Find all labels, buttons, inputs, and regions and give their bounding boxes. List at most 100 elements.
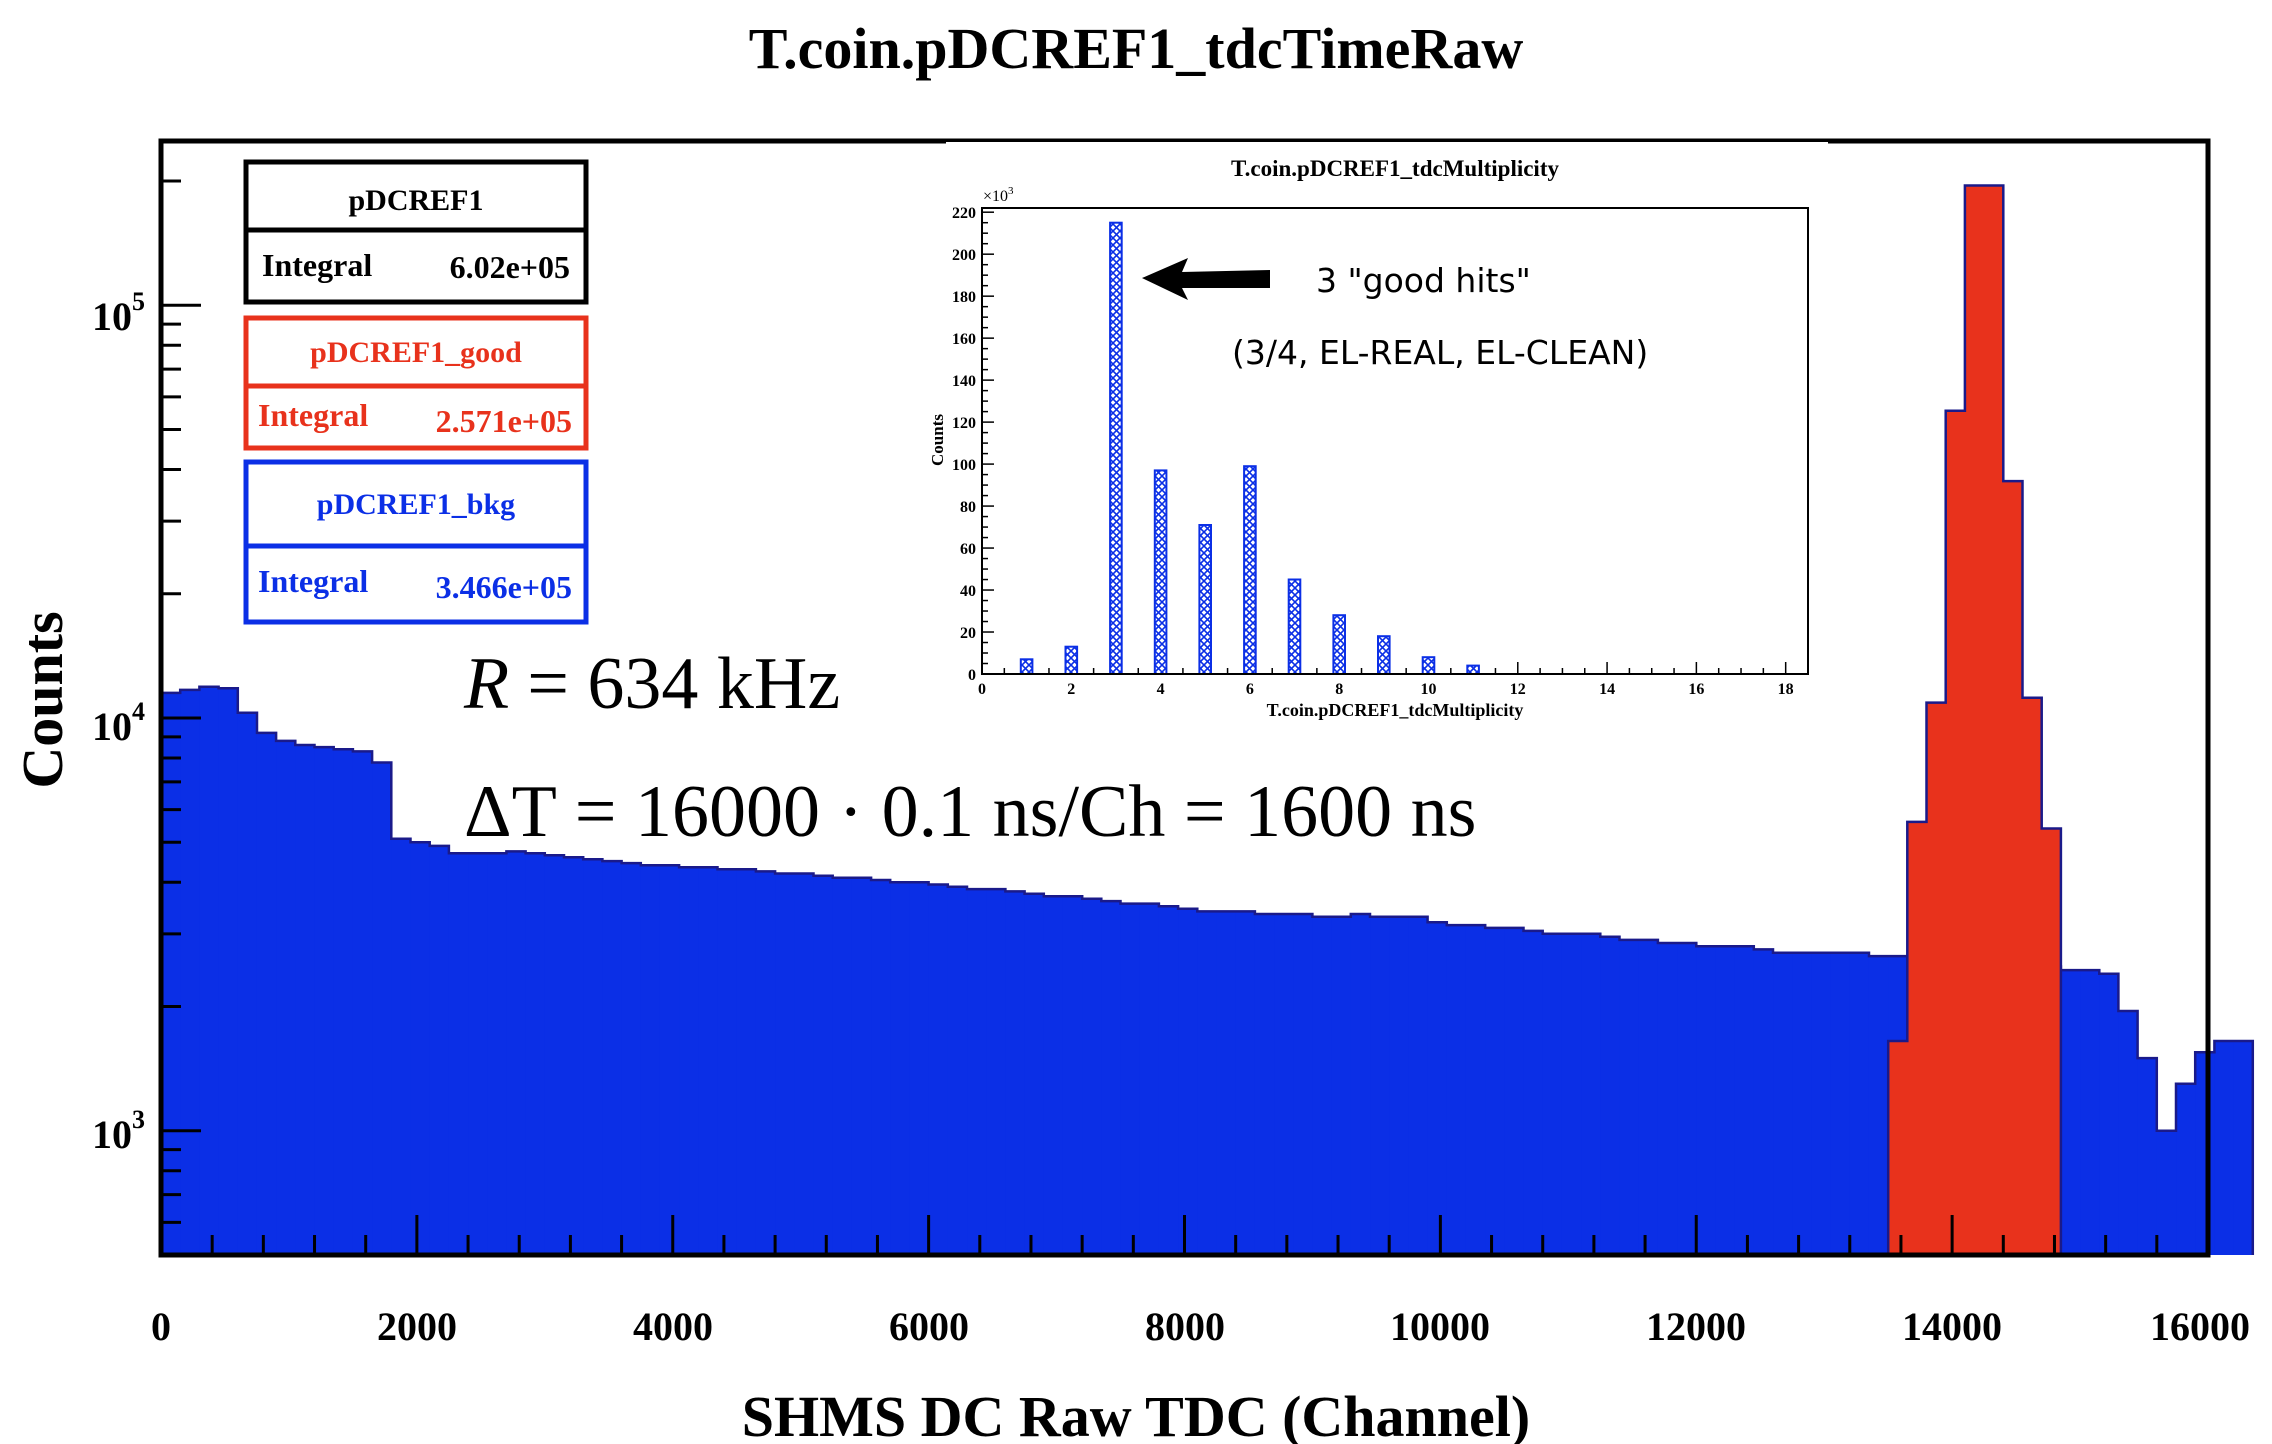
histogram-bar-pDCREF1_bkg [1446,925,1467,1255]
histogram-bar-pDCREF1_bkg [871,880,891,1255]
histogram-bar-pDCREF1_bkg [1868,956,1889,1255]
histogram-bar-pDCREF1_bkg [218,688,239,1255]
histogram-bar-pDCREF1_good [2022,697,2043,1255]
histogram-bar-pDCREF1_bkg [256,732,277,1255]
legend: pDCREF1 Integral 6.02e+05 pDCREF1_good I… [243,159,589,625]
histogram-bar-pDCREF1_bkg [1082,898,1102,1255]
histogram-bar-pDCREF1_bkg [986,889,1006,1255]
y-tick-label-1e5: 105 [92,287,145,339]
histogram-bar-pDCREF1_bkg [391,838,412,1255]
inset-title: T.coin.pDCREF1_tdcMultiplicity [1231,156,1559,181]
histogram-bar-pDCREF1_bkg [352,751,373,1255]
time-window-annotation: ΔT = 16000 · 0.1 ns/Ch = 1600 ns [464,771,1476,853]
histogram-bar-pDCREF1_bkg [333,749,354,1255]
x-tick-label: 2000 [377,1304,457,1349]
inset-y-tick-label: 40 [960,583,976,600]
inset-chart: T.coin.pDCREF1_tdcMultiplicity ×103 Coun… [928,142,1828,720]
histogram-bar-pDCREF1_bkg [1542,933,1563,1255]
histogram-bar-pDCREF1_bkg [1657,943,1678,1255]
histogram-bar-pDCREF1_bkg [1638,939,1659,1255]
inset-bar [1019,658,1034,675]
histogram-bar-pDCREF1_bkg [1274,914,1294,1255]
histogram-bar-pDCREF1_bkg [679,867,699,1255]
histogram-bar-pDCREF1_bkg [1350,914,1371,1255]
inset-x-axis-title: T.coin.pDCREF1_tdcMultiplicity [1267,700,1524,720]
inset-x-tick-labels: 0 2 4 6 8 10 12 14 16 18 [978,681,1794,698]
x-tick-label: 4000 [633,1304,713,1349]
histogram-bar-pDCREF1_bkg [909,882,930,1255]
histogram-bar-pDCREF1_bkg [2060,970,2081,1255]
inset-x-tick-label: 18 [1778,681,1794,698]
histogram-bar-pDCREF1_bkg [698,867,719,1255]
histogram-bar-pDCREF1_bkg [1427,922,1448,1255]
histogram-bar-pDCREF1_bkg [1561,933,1582,1255]
inset-y-tick-label: 0 [968,667,976,684]
histogram-bar-pDCREF1_bkg [583,859,603,1255]
histogram-bar-pDCREF1_bkg [1158,906,1179,1255]
inset-y-tick-label: 180 [952,289,976,306]
main-x-tick-labels: 0 2000 4000 6000 8000 10000 12000 14000 … [151,1304,2250,1349]
histogram-bar-pDCREF1_bkg [1197,911,1218,1255]
inset-bar [1153,469,1168,675]
histogram-bar-pDCREF1_bkg [237,712,258,1255]
legend-integral-label: Integral [262,247,372,283]
histogram-bar-pDCREF1_bkg [1024,893,1045,1255]
histogram-bar-pDCREF1_bkg [1600,936,1621,1255]
histogram-bar-pDCREF1_good [1926,702,1947,1255]
inset-y-tick-label: 80 [960,499,976,516]
inset-x-tick-label: 14 [1599,681,1615,698]
legend-label: pDCREF1_bkg [317,488,515,521]
legend-integral-value: 2.571e+05 [436,403,572,439]
inset-x-tick-label: 6 [1246,681,1254,698]
histogram-bar-pDCREF1_bkg [410,842,431,1255]
legend-label: pDCREF1 [348,184,483,217]
inset-y-tick-label: 120 [952,415,976,432]
inset-bar [1332,614,1347,676]
histogram-bar-pDCREF1_good [1984,185,2004,1255]
main-plot-frame [158,138,2211,1258]
histogram-bar-pDCREF1_bkg [1178,908,1198,1255]
histogram-bar-pDCREF1_bkg [602,861,623,1255]
inset-annotation-line2: (3/4, EL-REAL, EL-CLEAN) [1232,333,1648,372]
histogram-bar-pDCREF1_bkg [2080,970,2100,1255]
legend-integral-box [243,383,589,451]
histogram-bar-pDCREF1_bkg [755,871,776,1255]
inset-bar [1421,656,1436,676]
inset-x-tick-label: 16 [1688,681,1704,698]
histogram-bar-pDCREF1_bkg [1792,952,1812,1255]
histogram-bar-pDCREF1_bkg [506,851,527,1255]
histogram-bar-pDCREF1_bkg [1139,903,1160,1255]
histogram-bar-pDCREF1_good [2041,828,2062,1255]
inset-bar [1109,221,1123,675]
inset-annotation-line1: 3 "good hits" [1316,261,1531,300]
inset-x-tick-label: 10 [1420,681,1436,698]
histogram-bar-pDCREF1_bkg [199,686,220,1255]
histogram-bar-pDCREF1_bkg [468,853,488,1255]
histogram-bar-pDCREF1_bkg [640,865,661,1255]
x-tick-label: 14000 [1902,1304,2002,1349]
histogram-bar-pDCREF1_bkg [2214,1040,2235,1255]
histogram-bar-pDCREF1_bkg [448,853,469,1255]
inset-bar [1243,465,1257,676]
histogram-bar-pDCREF1_good [1907,821,1928,1255]
inset-bar [1064,645,1079,676]
histogram-bar-pDCREF1_bkg [832,877,853,1255]
histogram-bar-pDCREF1_bkg [1389,916,1409,1255]
inset-x-tick-label: 0 [978,681,986,698]
histogram-bar-pDCREF1_bkg [1235,911,1256,1255]
histogram-bar-pDCREF1_bkg [2137,1058,2158,1255]
main-y-axis-title: Counts [10,611,75,788]
legend-entry-good: pDCREF1_good Integral 2.571e+05 [243,315,589,451]
x-tick-label: 12000 [1646,1304,1746,1349]
histogram-bar-pDCREF1_bkg [1753,949,1774,1255]
histogram-bar-pDCREF1_bkg [1715,946,1736,1255]
histogram-bar-pDCREF1_bkg [1504,927,1525,1255]
x-tick-label: 8000 [1145,1304,1225,1349]
inset-y-multiplier: ×103 [983,185,1014,205]
histogram-bar-pDCREF1_bkg [851,877,872,1255]
histogram-bar-pDCREF1_bkg [525,853,546,1255]
inset-y-tick-label: 140 [952,373,976,390]
legend-entry-bkg: pDCREF1_bkg Integral 3.466e+05 [243,459,589,625]
histogram-bar-pDCREF1_bkg [1619,939,1640,1255]
